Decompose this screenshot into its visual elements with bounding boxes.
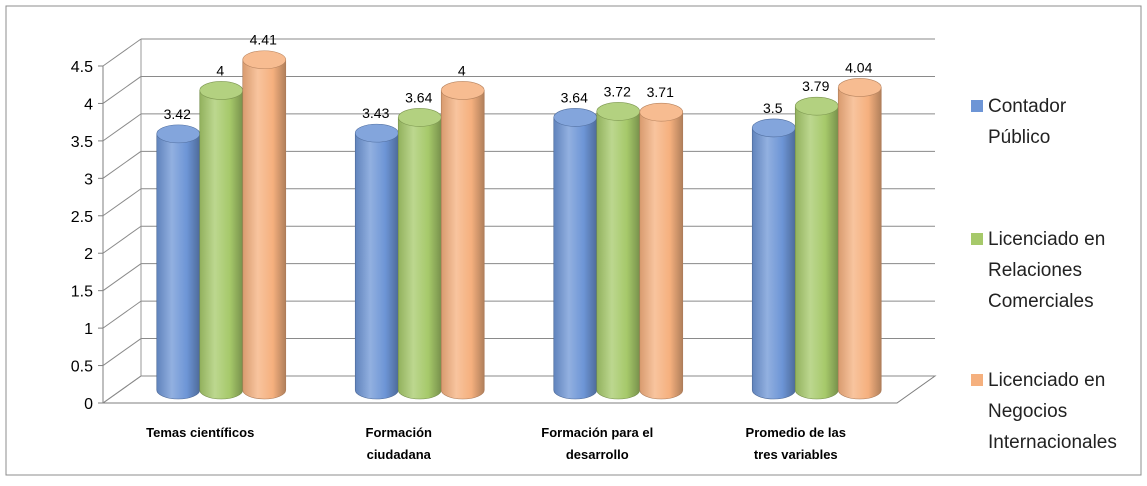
bar — [794, 96, 839, 400]
y-tick-label: 4.5 — [71, 59, 93, 76]
bars — [156, 50, 882, 400]
bar — [354, 123, 399, 400]
bar — [397, 108, 442, 400]
legend-swatch — [971, 233, 983, 245]
bar — [837, 78, 882, 400]
gridline-side — [102, 338, 142, 366]
bar — [596, 102, 641, 400]
legend-label: Licenciado en Relaciones Comerciales — [988, 229, 1105, 312]
legend-item: Licenciado en Negocios Internacionales — [971, 370, 1117, 453]
y-tick-label: 3 — [84, 171, 93, 188]
legend-swatch — [971, 374, 983, 386]
y-tick-label: 0.5 — [71, 359, 93, 376]
x-category-label: Promedio de las tres variables — [746, 425, 846, 462]
data-label: 3.71 — [647, 84, 674, 100]
data-labels: 3.42 4 4.41 3.43 3.64 4 3.64 3.72 3.71 3.5 3.79 4.0… — [164, 32, 873, 122]
gridline-side — [102, 76, 142, 104]
data-label: 3.64 — [561, 89, 588, 105]
bar — [639, 102, 684, 400]
data-label: 3.42 — [164, 106, 191, 122]
data-label: 3.72 — [604, 83, 631, 99]
y-tick-label: 0 — [84, 396, 93, 413]
legend-item: Contador Público — [971, 96, 1067, 148]
x-category-label: Temas científicos — [146, 425, 254, 440]
y-tick-label: 1.5 — [71, 284, 93, 301]
x-axis-categories: Temas científicos Formación ciudadana Forma… — [146, 425, 846, 462]
data-label: 4 — [458, 62, 466, 78]
x-category-label: Formación ciudadana — [366, 425, 433, 462]
legend: Contador Público Licenciado en Relaciones Co… — [971, 96, 1117, 453]
gridline-side — [102, 375, 142, 404]
y-axis-ticks: 0 0.5 1 1.5 2 2.5 3 3.5 4 4.5 — [71, 59, 103, 413]
y-tick-label: 1 — [84, 321, 93, 338]
y-tick-label: 3.5 — [71, 134, 93, 151]
data-label: 3.79 — [802, 78, 829, 94]
gridline-side — [102, 113, 142, 142]
data-label: 3.5 — [763, 100, 783, 116]
legend-item: Licenciado en Relaciones Comerciales — [971, 229, 1105, 312]
gridline-side — [102, 263, 142, 292]
y-tick-label: 2 — [84, 246, 93, 263]
data-label: 4.41 — [250, 32, 277, 48]
bar — [751, 118, 796, 400]
bar — [440, 81, 485, 400]
legend-label: Contador Público — [988, 96, 1067, 148]
gridline-side — [102, 38, 142, 67]
bar — [553, 108, 598, 400]
data-label: 3.64 — [405, 89, 432, 105]
bar — [156, 124, 201, 400]
legend-label: Licenciado en Negocios Internacionales — [988, 370, 1117, 453]
gridline-side — [102, 150, 142, 179]
gridline-side — [102, 188, 142, 217]
gridline-side — [102, 225, 142, 254]
data-label: 4 — [216, 62, 224, 78]
y-tick-label: 4 — [84, 96, 93, 113]
gridline-side — [102, 300, 142, 329]
data-label: 4.04 — [845, 59, 872, 75]
data-label: 3.43 — [362, 105, 389, 121]
bar — [242, 50, 287, 400]
bar — [199, 81, 244, 400]
legend-swatch — [971, 100, 983, 112]
x-category-label: Formación para el desarrollo — [541, 425, 653, 462]
y-tick-label: 2.5 — [71, 209, 93, 226]
